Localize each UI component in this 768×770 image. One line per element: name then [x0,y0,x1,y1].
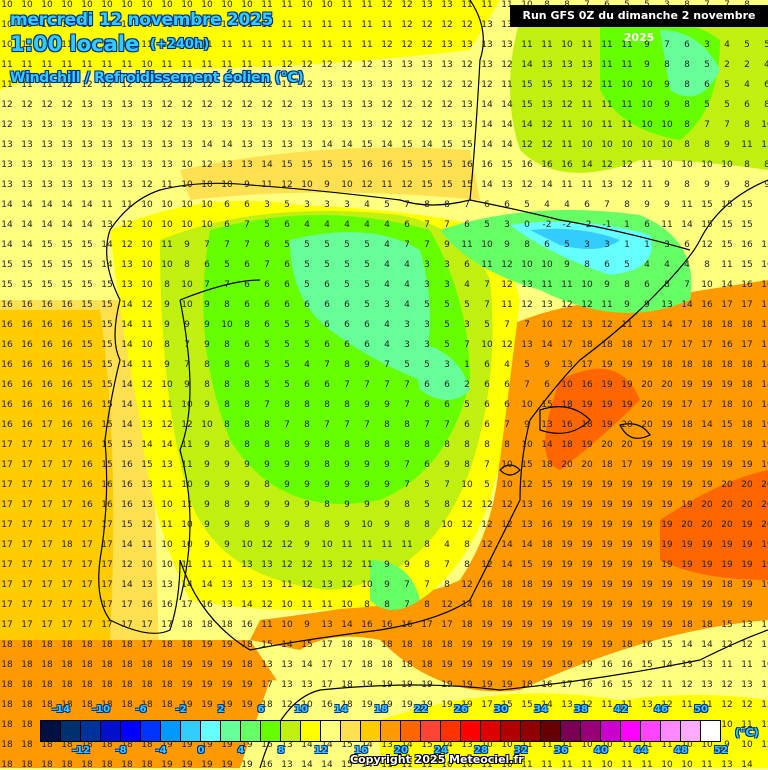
coastline-mediterranean [179,179,768,651]
zone-iberia-4c [290,232,430,380]
coastlines [98,0,768,768]
legend-tick-label: -10 [91,704,111,715]
legend-swatch [81,721,101,741]
legend-swatch [621,721,641,741]
legend-tick-label: 36 [554,745,568,756]
legend-swatch [41,721,61,741]
legend-tick-label: -14 [51,704,71,715]
legend-swatch [641,721,661,741]
legend-swatch [381,721,401,741]
legend-swatch [341,721,361,741]
zone-19c-med [250,280,768,692]
zone-20c-balearic [545,368,640,470]
color-legend [40,720,721,742]
legend-swatch [121,721,141,741]
legend-swatch [241,721,261,741]
legend-swatch [541,721,561,741]
legend-tick-label: -12 [71,745,91,756]
legend-swatch [161,721,181,741]
legend-swatch [401,721,421,741]
border-portugal-east [179,299,191,601]
legend-swatch [601,721,621,741]
legend-tick-label: 0 [197,745,205,756]
legend-swatch [321,721,341,741]
legend-swatch [421,721,441,741]
legend-unit: (°C) [735,726,759,739]
zone-11c [0,0,500,90]
legend-swatch [141,721,161,741]
legend-tick-label: 26 [454,704,468,715]
legend-tick-label: 8 [277,745,285,756]
forecast-date: mercredi 12 novembre 2025 [10,10,274,30]
legend-tick-label: 20 [394,745,408,756]
legend-swatch [441,721,461,741]
legend-tick-label: 34 [534,704,548,715]
legend-tick-label: -8 [115,745,127,756]
legend-tick-label: 24 [434,745,448,756]
copyright: Copyright 2025 Meteociel.fr [350,753,524,766]
legend-tick-label: -4 [155,745,167,756]
legend-swatch [361,721,381,741]
legend-swatch [521,721,541,741]
legend-tick-label: 2 [217,704,225,715]
legend-tick-label: 12 [314,745,328,756]
legend-tick-label: 44 [634,745,648,756]
legend-tick-label: 42 [614,704,628,715]
legend-tick-label: -6 [135,704,147,715]
legend-swatch [461,721,481,741]
legend-swatch [661,721,681,741]
model-run-label: Run GFS 0Z du dimanche 2 novembre 2025 [510,5,768,44]
legend-tick-label: 14 [334,704,348,715]
legend-tick-label: 22 [414,704,428,715]
border-portugal-north [179,279,261,301]
border-pyrenees [469,199,691,251]
legend-swatch [481,721,501,741]
coastline-mallorca [539,406,591,434]
legend-swatch [581,721,601,741]
zone-pyrenees-neg2c [530,228,620,249]
legend-tick-label: 18 [374,704,388,715]
legend-tick-label: 16 [354,745,368,756]
legend-tick-label: 48 [674,745,688,756]
forecast-time: 1:00 locale [10,32,140,56]
legend-tick-label: 6 [257,704,265,715]
zone-france-3c [660,30,720,97]
legend-swatch [61,721,81,741]
legend-tick-label: 10 [294,704,308,715]
legend-tick-label: 28 [474,745,488,756]
legend-swatch [501,721,521,741]
legend-swatch [261,721,281,741]
legend-swatch [561,721,581,741]
legend-tick-label: 4 [237,745,245,756]
legend-tick-label: 50 [694,704,708,715]
legend-tick-label: 32 [514,745,528,756]
legend-swatch [281,721,301,741]
legend-tick-label: 46 [654,704,668,715]
forecast-lead: (+240h) [150,37,210,52]
legend-tick-label: 52 [714,745,728,756]
coastline-atlantic [98,0,484,634]
legend-tick-label: 38 [574,704,588,715]
legend-tick-label: 40 [594,745,608,756]
legend-swatch [101,721,121,741]
zone-biscay [180,147,480,200]
zone-iberia-3c [410,340,470,400]
zone-17c [0,310,114,640]
legend-swatch [201,721,221,741]
legend-swatch [221,721,241,741]
legend-tick-label: -2 [175,704,187,715]
legend-swatch [181,721,201,741]
parameter-title: Windchill / Refroidissement éolien (°C) [10,70,304,86]
legend-tick-label: 30 [494,704,508,715]
coastline-north-africa [259,629,768,768]
coastline-menorca [619,423,651,439]
legend-swatch [681,721,701,741]
zone-20c-east [660,470,768,580]
legend-swatch [301,721,321,741]
zone-sierra-nevada [370,560,420,610]
coastline-ibiza [499,464,521,476]
legend-swatch [701,721,720,741]
